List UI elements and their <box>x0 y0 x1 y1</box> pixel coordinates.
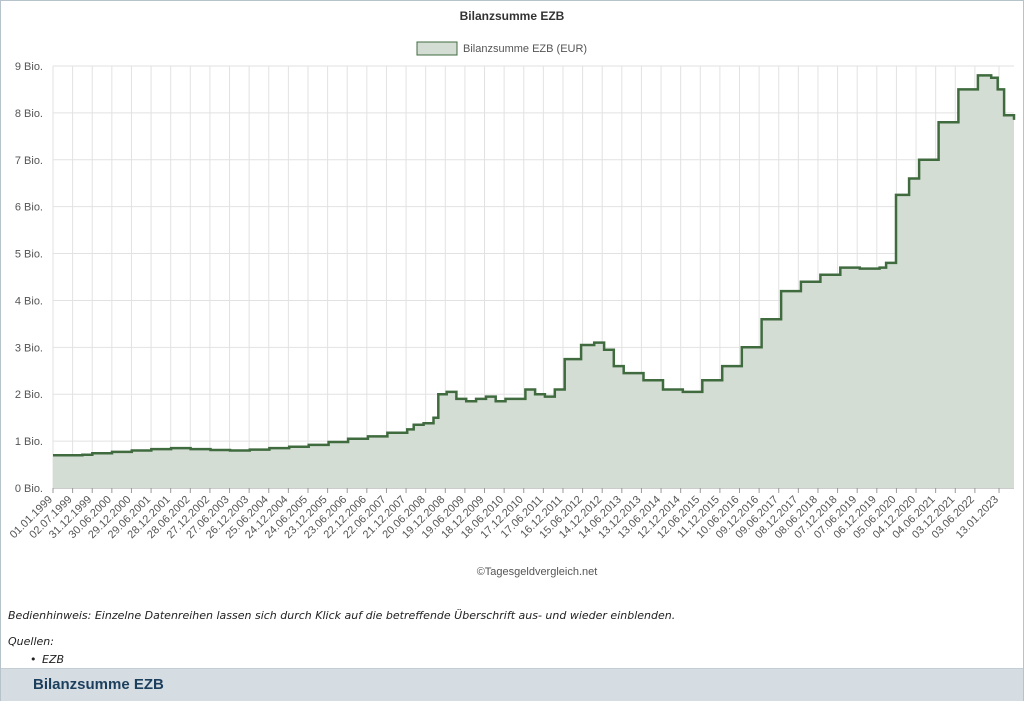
y-tick-label: 1 Bio. <box>15 436 43 448</box>
source-item: EZB <box>30 653 64 666</box>
y-tick-label: 2 Bio. <box>15 389 43 401</box>
y-tick-label: 8 Bio. <box>15 108 43 120</box>
y-tick-label: 9 Bio. <box>15 61 43 73</box>
x-axis: 01.01.199902.07.199931.12.199930.06.2000… <box>8 488 1001 541</box>
y-tick-label: 0 Bio. <box>15 483 43 495</box>
section-title: Bilanzsumme EZB <box>33 676 164 693</box>
y-tick-label: 7 Bio. <box>15 155 43 167</box>
sources-list: EZB <box>30 653 64 666</box>
legend-swatch[interactable] <box>416 41 458 56</box>
section-header: Bilanzsumme EZB <box>1 668 1023 701</box>
y-tick-label: 4 Bio. <box>15 295 43 307</box>
y-tick-label: 3 Bio. <box>15 342 43 354</box>
usage-hint: Bedienhinweis: Einzelne Datenreihen lass… <box>8 609 676 622</box>
chart-title: Bilanzsumme EZB <box>460 9 565 23</box>
series-area[interactable] <box>53 75 1014 489</box>
legend-label[interactable]: Bilanzsumme EZB (EUR) <box>463 43 587 55</box>
legend[interactable]: Bilanzsumme EZB (EUR) <box>416 41 587 56</box>
y-axis: 0 Bio. 1 Bio. 2 Bio. 3 Bio. 4 Bio. 5 Bio. 6 Bi… <box>15 61 43 495</box>
series-line[interactable] <box>53 74 1016 457</box>
y-tick-label: 6 Bio. <box>15 202 43 214</box>
y-tick-label: 5 Bio. <box>15 249 43 261</box>
balance-sheet-chart: Bilanzsumme EZB Bilanzsumme EZB (EUR) 0 … <box>8 9 1016 541</box>
credit: ©Tagesgeldvergleich.net <box>476 566 598 578</box>
sources-label: Quellen: <box>8 635 54 648</box>
